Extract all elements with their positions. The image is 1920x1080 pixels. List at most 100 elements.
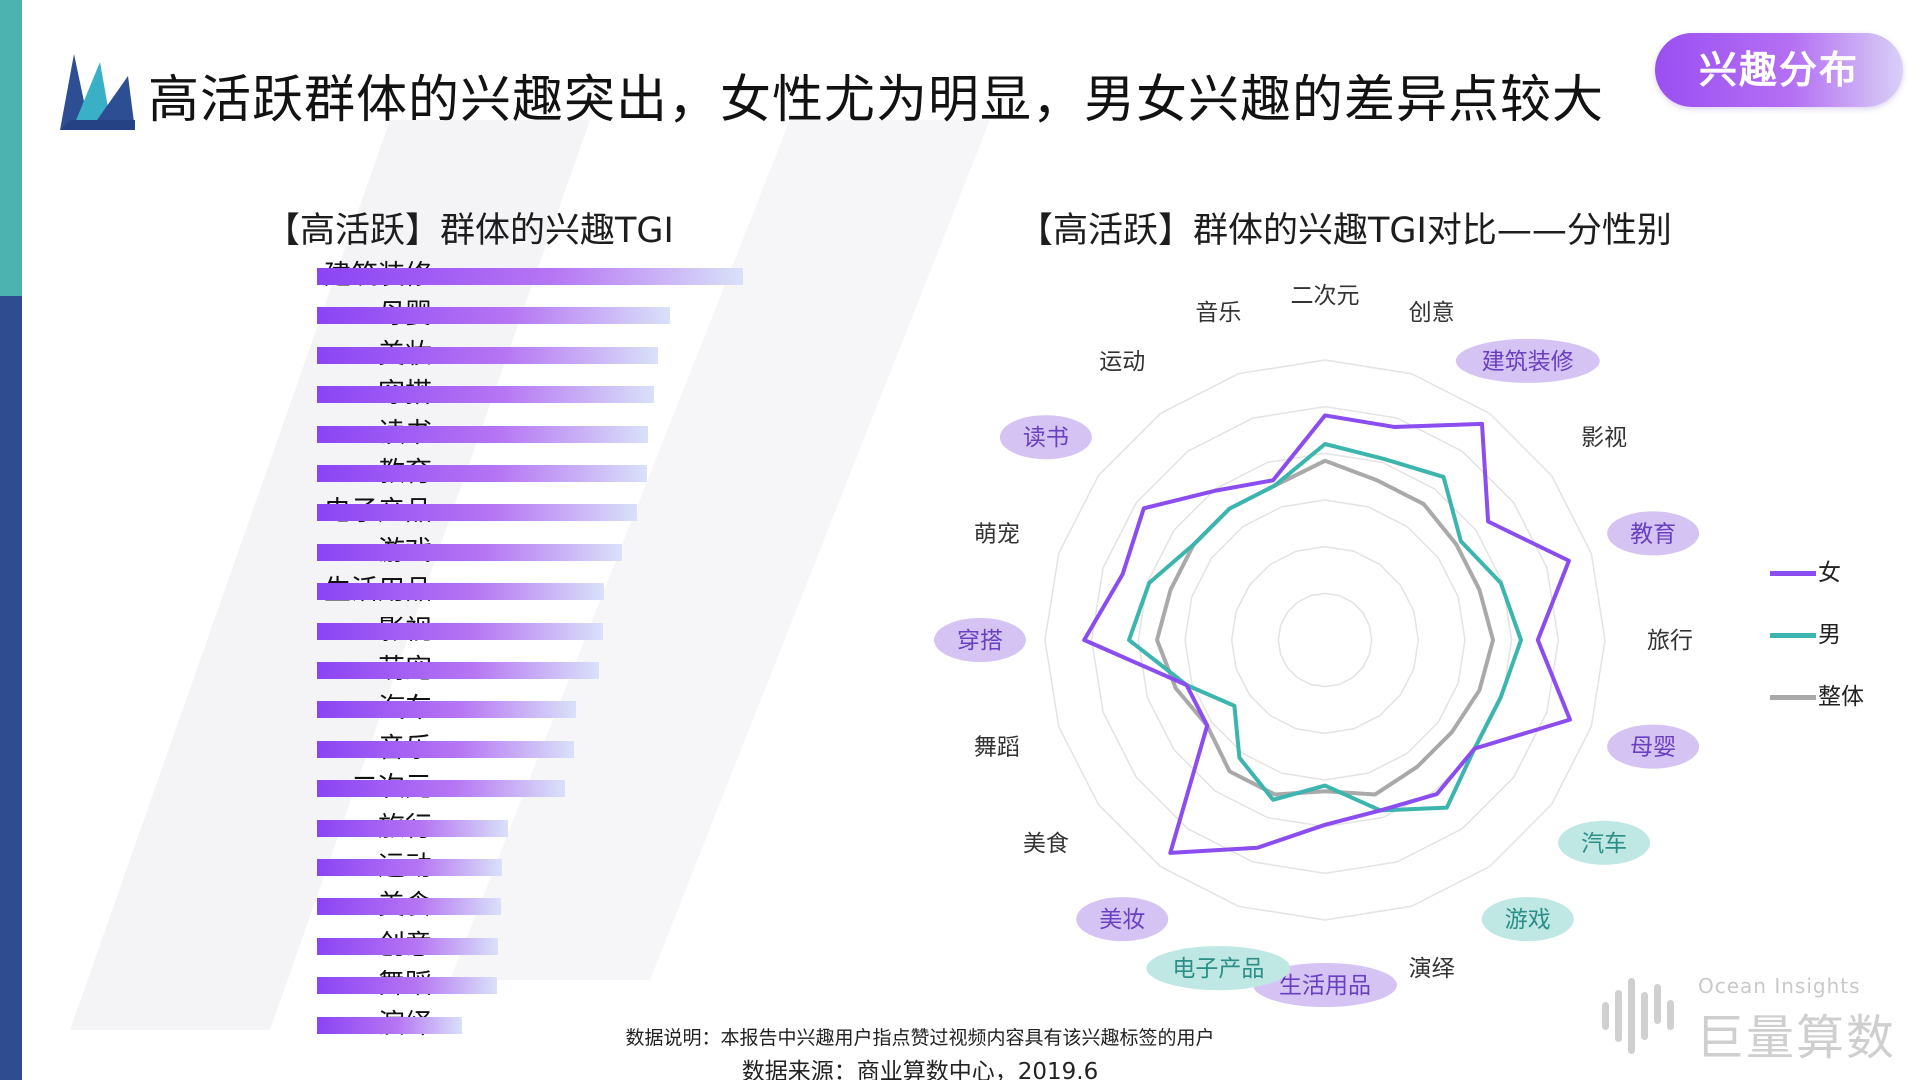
radar-axis-label: 创意	[1409, 300, 1455, 326]
bar	[317, 819, 509, 837]
legend-swatch	[1770, 695, 1816, 700]
male-highlight-badge	[1146, 946, 1291, 991]
radar-axis-label: 教育	[1630, 521, 1676, 547]
radar-axis-label: 汽车	[1581, 831, 1627, 857]
brand-english: Ocean Insights	[1698, 974, 1861, 998]
radar-chart-title: 【高活跃】群体的兴趣TGI对比——分性别	[1018, 211, 1672, 251]
bar-row: 运动	[140, 849, 780, 885]
radar-axis-label: 电子产品	[1172, 956, 1264, 982]
radar-axis-label: 演绎	[1409, 956, 1455, 982]
bar-row: 影视	[140, 613, 780, 649]
bar-row: 汽车	[140, 691, 780, 727]
radar-series-overall	[1155, 458, 1495, 797]
bar	[317, 346, 659, 364]
data-note: 数据说明：本报告中兴趣用户指点赞过视频内容具有该兴趣标签的用户	[625, 1027, 1215, 1049]
radar-axis-label: 二次元	[1291, 283, 1360, 309]
bar	[317, 386, 655, 404]
radar-axis-label: 舞蹈	[974, 735, 1020, 761]
logo-icon	[60, 54, 135, 130]
bar-row: 舞蹈	[140, 967, 780, 1003]
bar	[317, 583, 604, 601]
brand-mark: Ocean Insights 巨量算数	[1598, 970, 1898, 1066]
bar-row: 旅行	[140, 810, 780, 846]
bar	[317, 622, 603, 640]
legend-label: 男	[1818, 622, 1841, 648]
bar-row: 教育	[140, 455, 780, 491]
bar	[317, 701, 576, 719]
radar-axis-label: 穿搭	[957, 628, 1003, 654]
legend-item: 整体	[1770, 679, 1890, 741]
bar-row: 演绎	[140, 1007, 780, 1043]
bar-row: 游戏	[140, 534, 780, 570]
legend-swatch	[1770, 571, 1816, 576]
radar-axis-label: 游戏	[1505, 907, 1551, 933]
bar-row: 创意	[140, 928, 780, 964]
bar	[317, 937, 499, 955]
bar-row: 生活用品	[140, 573, 780, 609]
bar-row: 电子产品	[140, 494, 780, 530]
left-stripe-teal	[0, 0, 22, 296]
bar-row: 建筑装修	[140, 258, 780, 294]
radar-axis-label: 生活用品	[1279, 973, 1371, 999]
female-highlight-badge	[934, 618, 1026, 662]
female-highlight-badge	[1253, 963, 1397, 1007]
bar-row: 美食	[140, 888, 780, 924]
bar	[317, 543, 622, 561]
radar-axis-label: 美食	[1023, 831, 1069, 857]
bar-row: 萌宠	[140, 652, 780, 688]
legend-swatch	[1770, 633, 1816, 638]
female-highlight-badge	[1607, 511, 1700, 556]
bar	[317, 425, 649, 443]
radar-axis-label: 音乐	[1195, 300, 1241, 326]
legend-label: 整体	[1818, 684, 1864, 710]
legend-item: 女	[1770, 555, 1890, 617]
bar	[317, 898, 502, 916]
brand-chinese: 巨量算数	[1696, 1010, 1897, 1066]
bar	[317, 859, 503, 876]
radar-axis-label: 旅行	[1647, 628, 1693, 654]
section-tag: 兴趣分布	[1655, 33, 1903, 107]
bar-chart: 建筑装修母婴美妆穿搭读书教育电子产品游戏生活用品影视萌宠汽车音乐二次元旅行运动美…	[140, 258, 780, 1040]
radar-grid-ring	[1044, 359, 1606, 921]
radar-axis-label: 美妆	[1099, 907, 1145, 933]
brand-bars-icon	[1602, 978, 1674, 1054]
radar-axis-label: 建筑装修	[1482, 349, 1574, 375]
radar-series-female	[1082, 413, 1572, 855]
radar-grid-ring	[1090, 405, 1560, 875]
radar-axis-label: 影视	[1581, 425, 1627, 451]
bar	[317, 780, 565, 798]
bar-row: 母婴	[140, 297, 780, 333]
radar-axis-label: 萌宠	[974, 521, 1020, 547]
radar-grid-ring	[1277, 592, 1373, 688]
bar	[317, 977, 498, 995]
bar-row: 美妆	[140, 337, 780, 373]
female-highlight-badge	[1455, 338, 1600, 383]
bar-chart-title: 【高活跃】群体的兴趣TGI	[265, 211, 674, 251]
bar	[317, 662, 599, 679]
legend-label: 女	[1818, 560, 1841, 586]
bar-row: 二次元	[140, 770, 780, 806]
female-highlight-badge	[1607, 724, 1700, 769]
bar	[317, 268, 743, 285]
bar	[317, 307, 671, 325]
radar-grid-ring	[1230, 545, 1420, 735]
legend-item: 男	[1770, 617, 1890, 679]
bar	[317, 504, 637, 522]
data-source: 数据来源：商业算数中心，2019.6	[741, 1059, 1099, 1080]
bar	[317, 740, 574, 758]
bar-row: 读书	[140, 416, 780, 452]
radar-axis-label: 读书	[1023, 425, 1069, 451]
female-highlight-badge	[999, 415, 1092, 460]
page-title: 高活跃群体的兴趣突出，女性尤为明显，男女兴趣的差异点较大	[148, 71, 1605, 130]
bar	[317, 465, 648, 482]
male-highlight-badge	[1481, 897, 1574, 942]
bar-row: 音乐	[140, 731, 780, 767]
radar-legend: 女男整体	[1770, 555, 1890, 741]
female-highlight-badge	[1076, 897, 1169, 942]
male-highlight-badge	[1558, 820, 1651, 865]
left-stripe-navy	[0, 296, 22, 1080]
radar-series-male	[1127, 442, 1523, 813]
bar	[317, 1016, 463, 1034]
radar-grid-ring	[1184, 499, 1466, 781]
